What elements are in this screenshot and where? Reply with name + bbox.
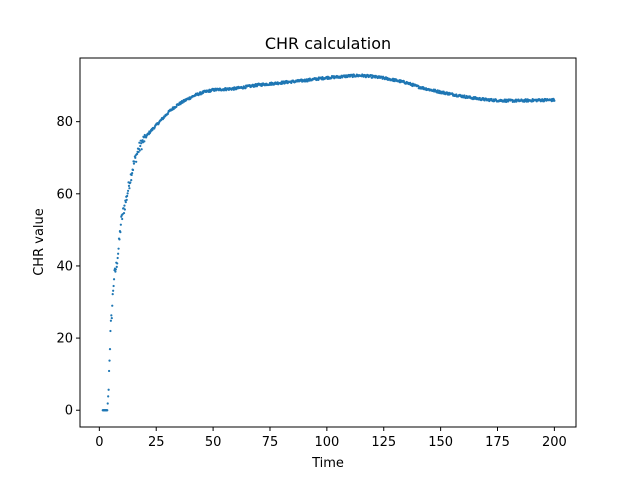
data-point	[111, 292, 114, 296]
data-point	[115, 265, 118, 268]
plot-frame	[79, 57, 577, 428]
data-point	[172, 107, 175, 111]
x-tick-label: 175	[485, 435, 510, 450]
y-tick-label: 60	[56, 187, 73, 202]
data-point	[417, 84, 420, 87]
data-point	[138, 149, 141, 152]
data-point	[128, 187, 131, 190]
data-point	[490, 97, 493, 101]
data-point	[436, 89, 439, 92]
data-point	[131, 172, 134, 175]
data-point	[212, 87, 215, 91]
data-point	[110, 316, 113, 320]
data-point	[106, 402, 109, 405]
data-point	[478, 96, 481, 100]
data-point	[118, 238, 121, 241]
data-point	[130, 179, 133, 182]
y-tick-label: 80	[56, 115, 73, 130]
data-point	[143, 140, 146, 143]
data-points-layer	[101, 73, 556, 412]
x-tick-label: 25	[148, 435, 165, 450]
data-point	[133, 160, 136, 163]
x-tick-label: 200	[542, 435, 567, 450]
data-point	[129, 181, 132, 184]
data-point	[119, 231, 122, 234]
data-point	[121, 217, 124, 221]
x-tick-label: 50	[205, 435, 222, 450]
data-point	[134, 156, 137, 159]
data-point	[122, 211, 126, 215]
data-point	[116, 262, 119, 265]
data-point	[119, 223, 122, 226]
data-point	[136, 152, 139, 156]
data-point	[126, 194, 129, 198]
data-point	[127, 184, 131, 187]
data-point	[126, 192, 129, 195]
y-tick-label: 20	[56, 332, 73, 347]
data-point	[109, 319, 112, 322]
chart-title: CHR calculation	[265, 34, 391, 53]
data-point	[114, 268, 117, 271]
data-point	[463, 94, 466, 97]
data-point	[224, 87, 227, 90]
data-point	[106, 409, 109, 412]
data-point	[112, 284, 115, 288]
y-tick-label: 0	[65, 404, 73, 419]
data-point	[141, 139, 144, 142]
data-point	[139, 144, 142, 148]
data-point	[123, 208, 126, 211]
data-point	[232, 88, 235, 91]
data-point	[117, 247, 120, 250]
data-point	[455, 93, 458, 96]
data-point	[132, 162, 136, 165]
data-point	[107, 388, 110, 391]
data-point	[112, 278, 116, 281]
data-point	[112, 289, 115, 292]
data-point	[140, 148, 143, 151]
y-axis-label: CHR value	[32, 208, 47, 276]
data-point	[117, 252, 120, 255]
x-tick-label: 75	[262, 435, 279, 450]
data-point	[135, 160, 138, 163]
data-point	[244, 86, 247, 90]
y-ticks-layer: 0 20 40 60 80	[56, 115, 80, 419]
data-point	[109, 329, 112, 333]
data-point	[108, 359, 111, 362]
data-point	[351, 75, 354, 79]
data-point	[137, 150, 140, 154]
x-tick-label: 150	[428, 435, 453, 450]
data-point	[107, 369, 111, 373]
data-point	[108, 348, 112, 351]
data-point	[175, 105, 178, 108]
data-point	[131, 168, 135, 172]
data-point	[123, 204, 126, 207]
data-point	[125, 198, 128, 201]
data-point	[140, 142, 143, 145]
data-point	[107, 395, 110, 398]
data-point	[110, 314, 113, 317]
data-point	[130, 173, 133, 177]
data-point	[116, 256, 119, 260]
x-tick-label: 0	[95, 435, 103, 450]
x-tick-label: 100	[314, 435, 339, 450]
y-tick-label: 40	[56, 259, 73, 274]
x-axis-label: Time	[311, 456, 344, 471]
data-point	[124, 200, 127, 204]
data-point	[114, 270, 117, 273]
data-point	[553, 99, 556, 102]
x-tick-label: 125	[371, 435, 396, 450]
data-point	[111, 304, 114, 307]
x-ticks-layer: 0 25 50 75 100 125 150 175 200	[95, 427, 567, 450]
data-point	[126, 189, 130, 192]
data-point	[138, 141, 141, 144]
